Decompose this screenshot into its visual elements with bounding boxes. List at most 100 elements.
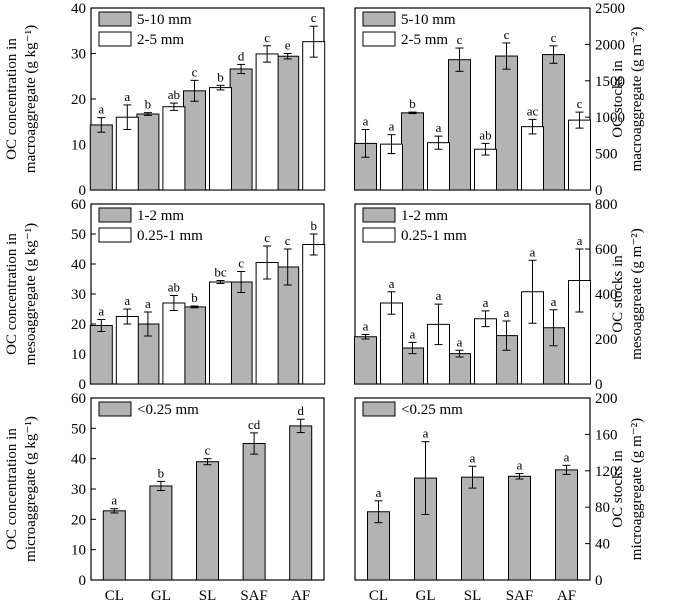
bar xyxy=(115,316,139,385)
significance-letter: a xyxy=(98,102,104,117)
x-tick-label: CL xyxy=(369,588,388,604)
y-tick-label: 40 xyxy=(71,452,86,468)
y-axis-label: OC concentration in xyxy=(4,233,20,355)
bar xyxy=(302,244,326,385)
significance-letter: a xyxy=(363,114,369,129)
plot-frame xyxy=(354,7,591,191)
bar xyxy=(149,485,173,581)
legend-swatch xyxy=(362,11,396,27)
y-axis-label: OC concentration in xyxy=(4,38,20,160)
bar xyxy=(276,55,300,191)
y-tick-label: 800 xyxy=(595,197,618,213)
significance-letter: c xyxy=(311,10,317,25)
y-tick-label: 2500 xyxy=(595,1,625,17)
legend-label: 0.25-1 mm xyxy=(401,228,467,244)
legend-label: 1-2 mm xyxy=(137,208,184,224)
bar xyxy=(136,113,160,191)
bar xyxy=(461,476,484,581)
legend-label: <0.25 mm xyxy=(137,402,199,418)
y-tick-label: 0 xyxy=(79,573,87,589)
y-tick-label: 30 xyxy=(71,482,86,498)
y-tick-label: 0 xyxy=(79,377,87,393)
significance-letter: a xyxy=(363,319,369,334)
bar xyxy=(102,510,126,581)
significance-letter: c xyxy=(285,233,291,248)
panel-oc_conc_macro: 0 10 20 30 40 OC concentration in macroaggrega… xyxy=(4,1,326,199)
significance-letter: c xyxy=(457,32,463,47)
y-tick-label: 1500 xyxy=(595,74,625,90)
y-axis-label: OC stocks in xyxy=(610,450,626,528)
significance-letter: a xyxy=(389,119,395,134)
bar xyxy=(542,54,565,191)
significance-letter: b xyxy=(409,96,416,111)
significance-letter: bc xyxy=(214,265,227,280)
y-tick-label: 0 xyxy=(595,183,603,199)
legend-swatch xyxy=(98,227,132,243)
x-tick-label: AF xyxy=(291,588,310,604)
legend-swatch xyxy=(98,207,132,223)
significance-letter: a xyxy=(98,304,104,319)
legend-swatch xyxy=(362,227,396,243)
legend-label: <0.25 mm xyxy=(401,402,463,418)
significance-letter: a xyxy=(517,458,523,473)
bar xyxy=(229,68,253,191)
y-axis-label: microaggregate (g m⁻²) xyxy=(629,418,645,560)
significance-letter: b xyxy=(145,97,152,112)
y-tick-label: 0 xyxy=(79,183,87,199)
bar xyxy=(162,302,186,385)
legend-label: 2-5 mm xyxy=(137,32,184,48)
legend-label: 2-5 mm xyxy=(401,32,448,48)
significance-letter: c xyxy=(238,256,244,271)
y-tick-label: 10 xyxy=(71,543,86,559)
bar xyxy=(89,325,113,385)
significance-letter: e xyxy=(285,38,291,53)
y-axis-label: macroaggregate (g kg⁻¹) xyxy=(23,25,39,173)
y-tick-label: 20 xyxy=(71,317,86,333)
legend-swatch xyxy=(362,401,396,417)
legend-swatch xyxy=(98,401,132,417)
significance-letter: a xyxy=(376,485,382,500)
significance-letter: a xyxy=(124,89,130,104)
bar xyxy=(289,425,313,581)
significance-letter: a xyxy=(564,449,570,464)
significance-letter: a xyxy=(470,450,476,465)
significance-letter: c xyxy=(264,230,270,245)
bar xyxy=(401,112,424,191)
panel-oc_conc_meso: 0 10 20 30 40 50 60 OC concentration in mesoaggr… xyxy=(4,197,326,393)
legend-label: 0.25-1 mm xyxy=(137,228,203,244)
significance-letter: a xyxy=(410,326,416,341)
significance-letter: cd xyxy=(248,417,261,432)
y-tick-label: 40 xyxy=(595,537,610,553)
significance-letter: c xyxy=(205,443,211,458)
legend-label: 1-2 mm xyxy=(401,208,448,224)
significance-letter: c xyxy=(264,30,270,45)
panel-oc_conc_micro: 0 10 20 30 40 50 60 OC concentration in microagg… xyxy=(4,391,325,604)
significance-letter: ab xyxy=(168,280,180,295)
y-tick-label: 10 xyxy=(71,138,86,154)
significance-letter: a xyxy=(577,233,583,248)
y-tick-label: 400 xyxy=(595,287,618,303)
y-tick-label: 40 xyxy=(71,1,86,17)
y-tick-label: 500 xyxy=(595,147,618,163)
bar xyxy=(255,53,279,191)
y-tick-label: 120 xyxy=(595,464,618,480)
significance-letter: d xyxy=(297,403,304,418)
bar xyxy=(474,318,497,385)
significance-letter: a xyxy=(111,493,117,508)
x-tick-label: SL xyxy=(199,588,217,604)
significance-letter: a xyxy=(423,426,429,441)
significance-letter: c xyxy=(192,64,198,79)
significance-letter: a xyxy=(551,294,557,309)
bar xyxy=(568,119,591,191)
legend-label: 5-10 mm xyxy=(137,12,192,28)
bar xyxy=(380,302,403,385)
y-axis-label: OC concentration in xyxy=(4,428,20,550)
y-tick-label: 30 xyxy=(71,287,86,303)
x-tick-label: SAF xyxy=(240,588,268,604)
significance-letter: b xyxy=(191,290,198,305)
legend-label: 5-10 mm xyxy=(401,12,456,28)
y-tick-label: 20 xyxy=(71,92,86,108)
significance-letter: c xyxy=(577,96,583,111)
